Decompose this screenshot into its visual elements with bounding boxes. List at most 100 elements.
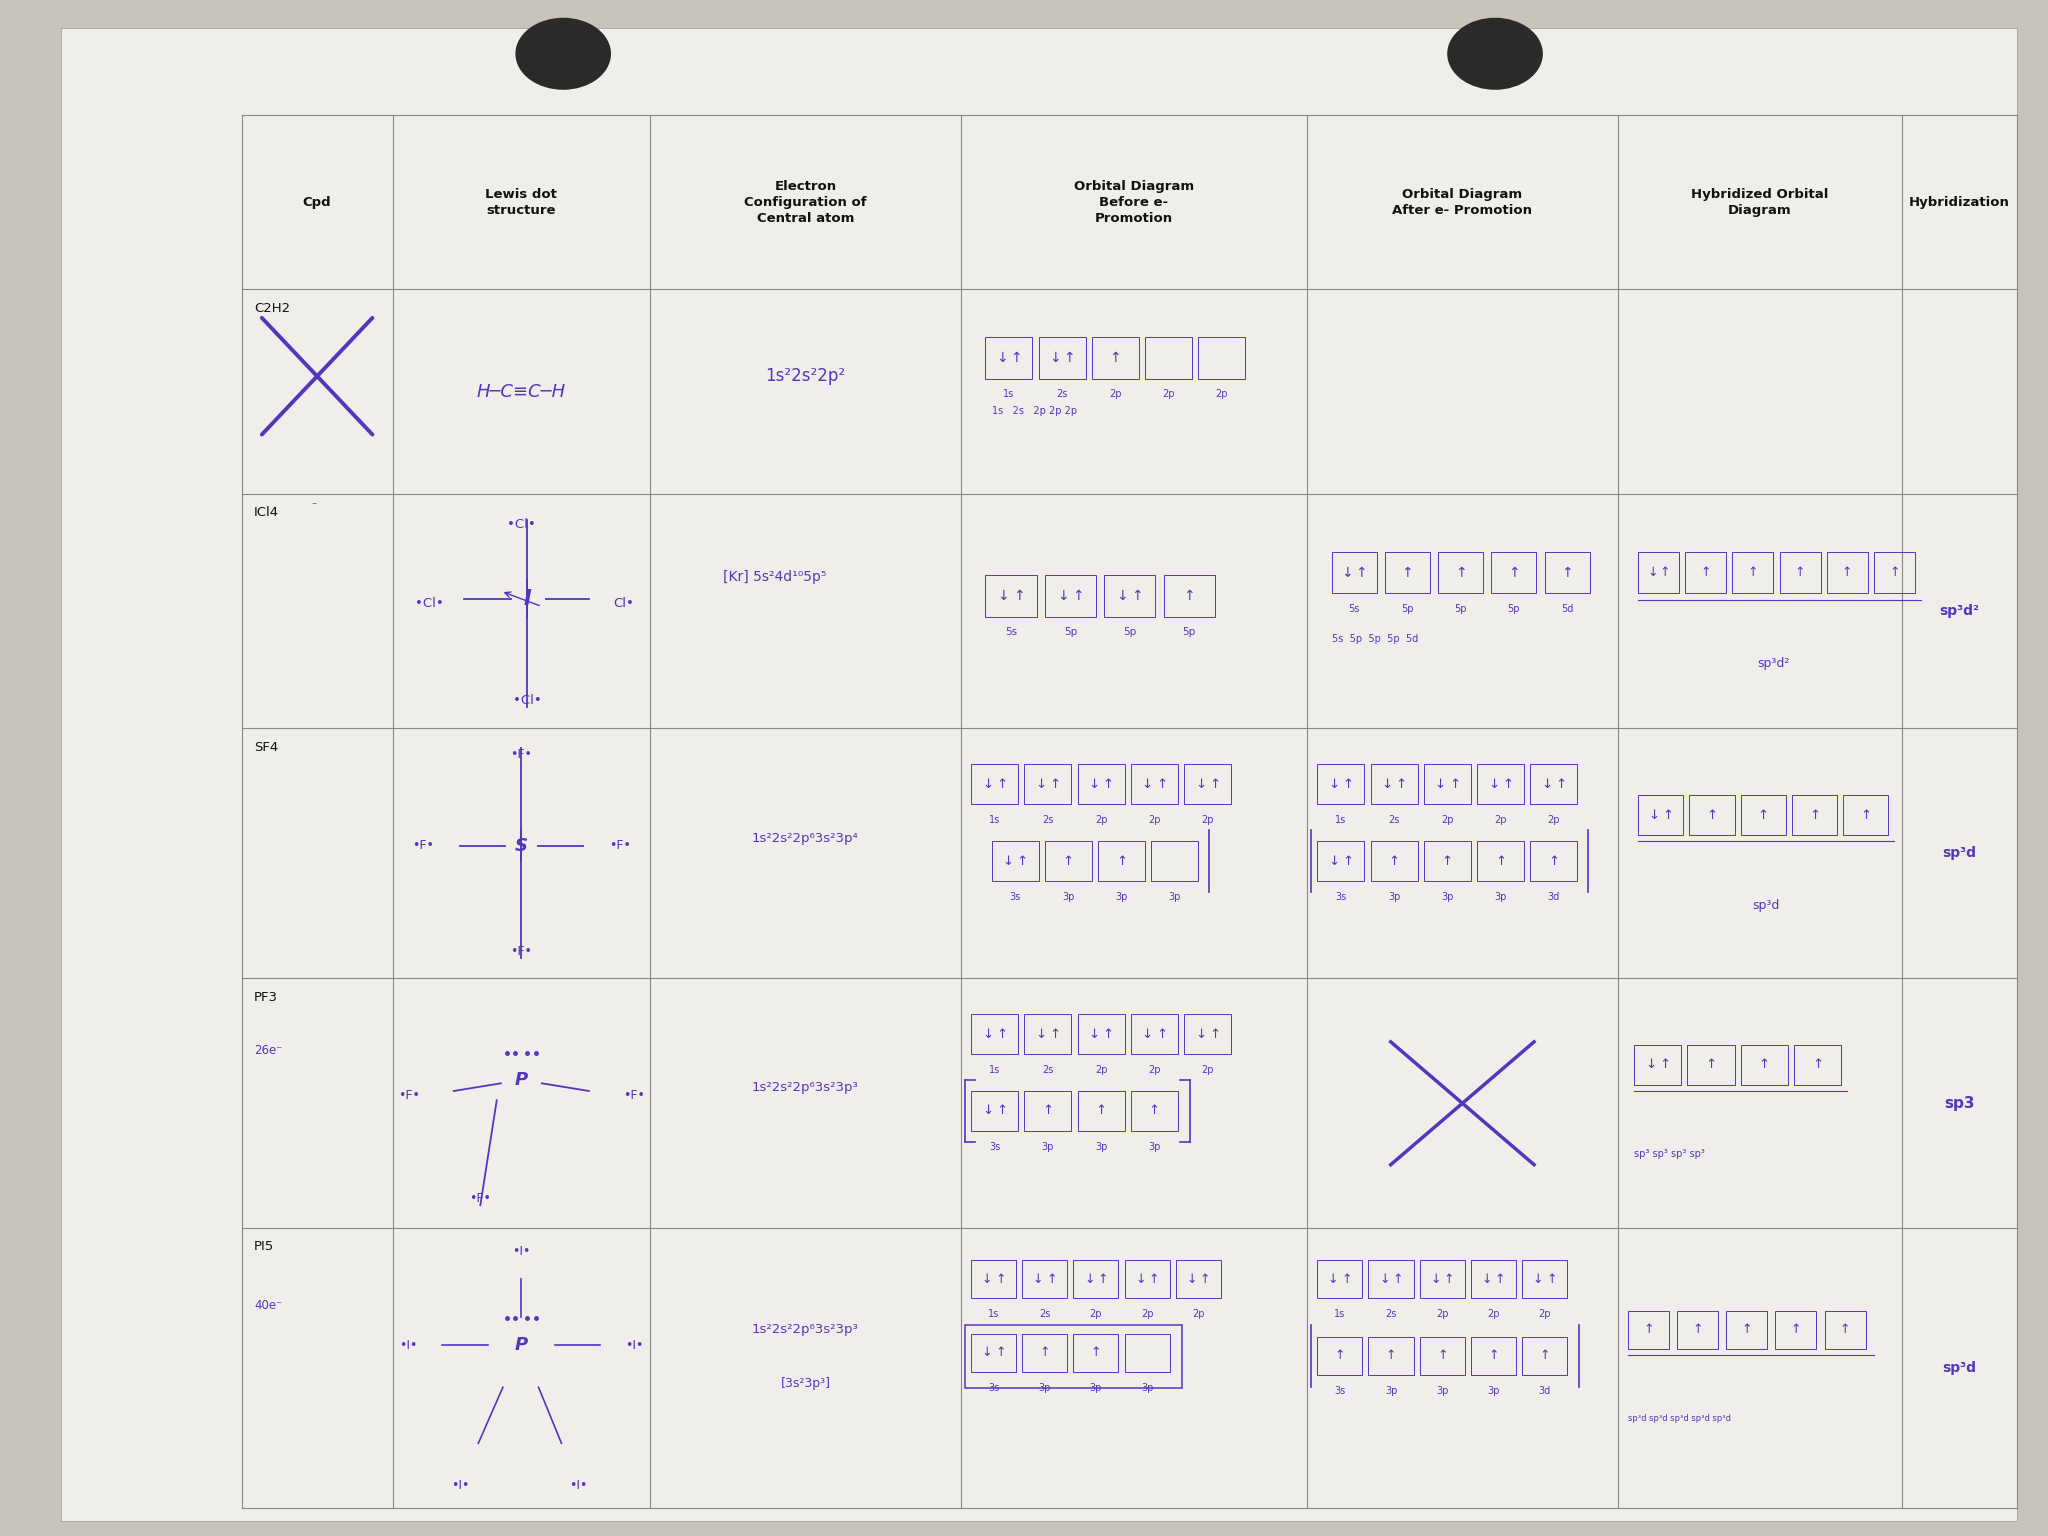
Text: 3p: 3p	[1436, 1385, 1448, 1396]
Bar	[1491, 551, 1536, 593]
Text: 2p: 2p	[1096, 1064, 1108, 1075]
Text: •F•: •F•	[469, 1192, 492, 1206]
Text: ↑: ↑	[1706, 808, 1718, 822]
Text: ↑: ↑	[1395, 777, 1407, 791]
Bar	[1638, 551, 1679, 593]
Text: ↑: ↑	[1790, 1324, 1800, 1336]
Text: 5p: 5p	[1182, 627, 1196, 637]
Text: ↓: ↓	[995, 350, 1008, 364]
Text: ↑: ↑	[1444, 1273, 1454, 1286]
Text: 2p: 2p	[1436, 1309, 1448, 1319]
Text: ↑: ↑	[1389, 854, 1399, 868]
Text: 1s: 1s	[1333, 1309, 1346, 1319]
Text: 3p: 3p	[1141, 1382, 1153, 1393]
Text: •F•: •F•	[623, 1089, 645, 1103]
Bar	[1827, 551, 1868, 593]
Bar	[1124, 1333, 1169, 1372]
Bar	[1628, 1310, 1669, 1349]
Bar	[1073, 1260, 1118, 1298]
Text: 3s: 3s	[1335, 892, 1346, 902]
Text: C2H2: C2H2	[254, 301, 291, 315]
Text: ↑: ↑	[1659, 1058, 1671, 1072]
Text: ↑: ↑	[1860, 808, 1872, 822]
Bar	[1104, 574, 1155, 616]
Text: •I•: •I•	[512, 1244, 530, 1258]
Bar	[1874, 551, 1915, 593]
Bar	[1044, 574, 1096, 616]
Text: 5s: 5s	[1006, 627, 1018, 637]
Text: H─C≡C─H: H─C≡C─H	[477, 382, 565, 401]
Bar	[1130, 1091, 1178, 1130]
Text: ↓: ↓	[1378, 1273, 1389, 1286]
Text: 3p: 3p	[1116, 892, 1128, 902]
Text: Hybridization: Hybridization	[1909, 195, 2009, 209]
Text: 3p: 3p	[1063, 892, 1075, 902]
Text: ↑: ↑	[1184, 588, 1194, 602]
Text: 40e⁻: 40e⁻	[254, 1299, 283, 1312]
Text: 2p: 2p	[1217, 389, 1229, 399]
Text: ↑: ↑	[1501, 777, 1513, 791]
Text: ↓: ↓	[1532, 1273, 1542, 1286]
Text: ↓: ↓	[1032, 1273, 1042, 1286]
Text: 2p: 2p	[1149, 816, 1161, 825]
Bar	[1317, 842, 1364, 882]
Bar	[1423, 765, 1470, 805]
Text: ↓: ↓	[1194, 777, 1206, 791]
Bar	[1634, 1044, 1681, 1084]
Bar	[1022, 1333, 1067, 1372]
Bar	[1092, 336, 1139, 378]
Bar	[971, 765, 1018, 805]
Text: ↑: ↑	[1096, 1104, 1106, 1118]
Text: 2p: 2p	[1149, 1064, 1161, 1075]
Text: •Cl•: •Cl•	[416, 598, 444, 610]
Text: Cpd: Cpd	[303, 195, 332, 209]
Bar	[971, 1333, 1016, 1372]
Text: ↓: ↓	[1329, 854, 1339, 868]
Text: 1s²2s²2p⁶3s²3p³: 1s²2s²2p⁶3s²3p³	[752, 1324, 858, 1336]
Text: ↑: ↑	[1341, 1273, 1352, 1286]
Bar	[1038, 336, 1085, 378]
Text: I: I	[524, 588, 530, 608]
Text: •F•: •F•	[412, 839, 434, 852]
Text: 1s²2s²2p⁶3s²3p³: 1s²2s²2p⁶3s²3p³	[752, 1081, 858, 1095]
Text: ↑: ↑	[1438, 1350, 1448, 1362]
Text: ↑: ↑	[1808, 808, 1821, 822]
Text: ↓: ↓	[981, 1347, 991, 1359]
Text: ↑: ↑	[1663, 808, 1673, 822]
Text: ↑: ↑	[1010, 350, 1022, 364]
Bar	[1419, 1336, 1464, 1375]
Text: ↓: ↓	[981, 777, 993, 791]
Text: ↓: ↓	[1649, 808, 1659, 822]
Text: ↓: ↓	[1087, 1028, 1100, 1041]
Text: 2p: 2p	[1192, 1309, 1204, 1319]
Bar	[1370, 842, 1417, 882]
Bar	[965, 1326, 1182, 1389]
Bar	[1184, 1014, 1231, 1054]
Bar	[971, 1091, 1018, 1130]
Text: ↑: ↑	[1393, 1273, 1403, 1286]
Text: ↑: ↑	[1448, 777, 1460, 791]
Bar	[985, 336, 1032, 378]
Bar	[1477, 765, 1524, 805]
Text: ↓: ↓	[1087, 777, 1100, 791]
Text: 5p: 5p	[1063, 627, 1077, 637]
Text: 1s²2s²2p⁶3s²3p⁴: 1s²2s²2p⁶3s²3p⁴	[752, 831, 858, 845]
Bar	[1073, 1333, 1118, 1372]
Text: P: P	[514, 1071, 528, 1089]
Text: 3p: 3p	[1038, 1382, 1051, 1393]
Text: ↑: ↑	[1812, 1058, 1823, 1072]
Text: ↓: ↓	[1141, 1028, 1153, 1041]
Bar	[1130, 765, 1178, 805]
Text: ↓: ↓	[1186, 1273, 1196, 1286]
Text: ↓: ↓	[1436, 777, 1446, 791]
Text: •I•: •I•	[569, 1479, 588, 1491]
Bar	[1825, 1310, 1866, 1349]
Text: PI5: PI5	[254, 1241, 274, 1253]
Bar	[1522, 1260, 1567, 1298]
Text: 2p: 2p	[1442, 816, 1454, 825]
Text: ↑: ↑	[1155, 1028, 1167, 1041]
Text: ↓: ↓	[997, 588, 1010, 602]
Text: ↑: ↑	[1155, 777, 1167, 791]
Bar	[1124, 1260, 1169, 1298]
Text: ↑: ↑	[1208, 1028, 1221, 1041]
